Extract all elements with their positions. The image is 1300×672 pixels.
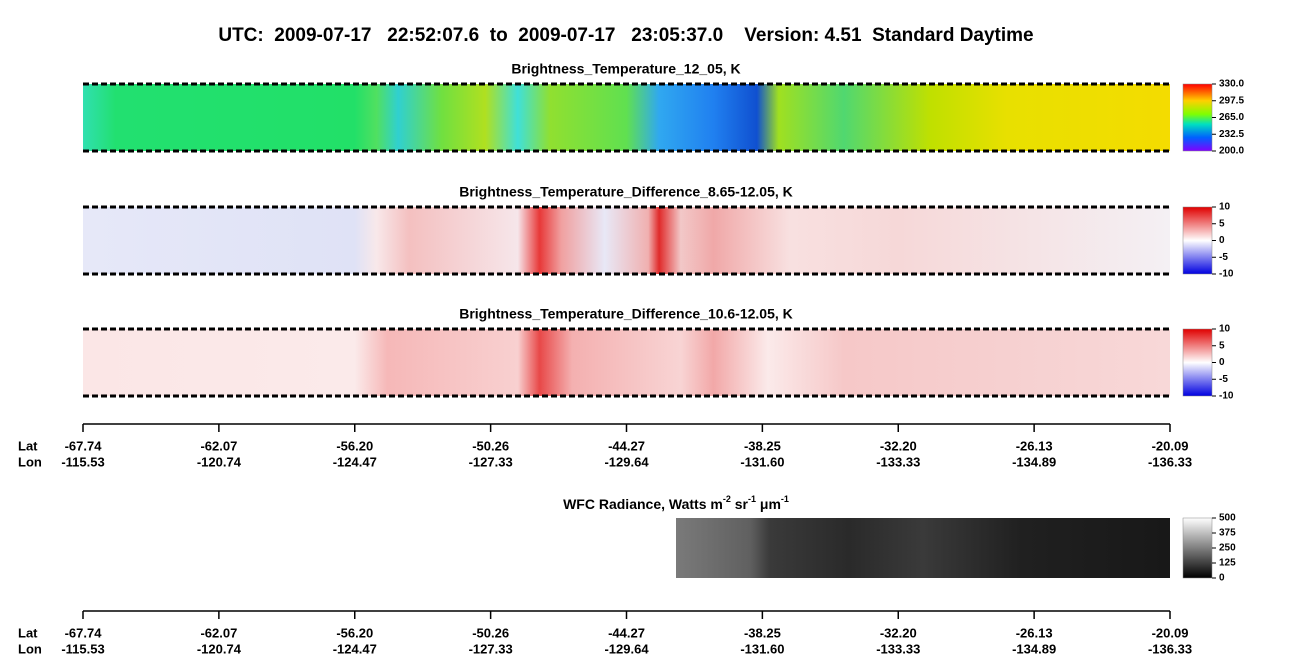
- lat-value: -32.20: [880, 438, 917, 453]
- lat-value: -44.27: [608, 438, 645, 453]
- lon-value: -134.89: [1012, 641, 1056, 656]
- lon-value: -136.33: [1148, 641, 1192, 656]
- lat-value: -26.13: [1016, 438, 1053, 453]
- lat-value: -32.20: [880, 625, 917, 640]
- panel-title: Brightness_Temperature_Difference_8.65-1…: [459, 184, 793, 200]
- colorbar-label: 250: [1219, 543, 1236, 554]
- lon-value: -124.47: [333, 454, 377, 469]
- colorbar-label: 10: [1219, 324, 1231, 335]
- strip-image: [83, 207, 1170, 274]
- lat-value: -20.09: [1152, 438, 1189, 453]
- colorbar-label: 125: [1219, 558, 1236, 569]
- colorbar: [1182, 83, 1213, 152]
- lon-value: -115.53: [61, 454, 104, 469]
- lat-value: -62.07: [200, 438, 237, 453]
- lon-value: -131.60: [740, 454, 784, 469]
- strip-image: [83, 84, 1170, 151]
- radiance-title-text: sr: [731, 496, 749, 512]
- colorbar-label: 0: [1219, 357, 1225, 368]
- lon-value: -129.64: [604, 454, 649, 469]
- lon-value: -131.60: [740, 641, 784, 656]
- lat-value: -26.13: [1016, 625, 1053, 640]
- superscript: -1: [748, 494, 756, 504]
- colorbar-label: 232.5: [1219, 129, 1244, 140]
- lon-label: Lon: [18, 641, 42, 656]
- colorbar-label: 200.0: [1219, 146, 1244, 157]
- superscript: -2: [723, 494, 731, 504]
- lon-value: -133.33: [876, 641, 920, 656]
- colorbar-label: 375: [1219, 528, 1236, 539]
- colorbar-label: -5: [1219, 374, 1228, 385]
- lon-label: Lon: [18, 454, 42, 469]
- colorbar-label: 5: [1219, 218, 1225, 229]
- lon-value: -127.33: [469, 641, 513, 656]
- colorbar-label: 0: [1219, 573, 1225, 584]
- lat-value: -50.26: [472, 625, 509, 640]
- colorbar-label: -10: [1219, 269, 1234, 280]
- panel-title: Brightness_Temperature_12_05, K: [511, 61, 740, 77]
- lat-value: -62.07: [200, 625, 237, 640]
- lat-value: -38.25: [744, 438, 781, 453]
- lat-value: -20.09: [1152, 625, 1189, 640]
- panel-title: Brightness_Temperature_Difference_10.6-1…: [459, 306, 793, 322]
- colorbar-label: -5: [1219, 252, 1228, 263]
- title: UTC: 2009-07-17 22:52:07.6 to 2009-07-17…: [218, 25, 1033, 46]
- lon-value: -133.33: [876, 454, 920, 469]
- radiance-image: [676, 518, 1170, 578]
- colorbar-label: 297.5: [1219, 95, 1244, 106]
- colorbar-label: 265.0: [1219, 112, 1244, 123]
- radiance-title: WFC Radiance, Watts m-2 sr-1 μm-1: [563, 494, 789, 511]
- colorbar-label: 5: [1219, 340, 1225, 351]
- lat-label: Lat: [18, 625, 38, 640]
- radiance-title-text: WFC Radiance, Watts m: [563, 496, 723, 512]
- lon-value: -120.74: [197, 641, 242, 656]
- lon-value: -129.64: [604, 641, 649, 656]
- lat-value: -67.74: [65, 438, 103, 453]
- lon-value: -127.33: [469, 454, 513, 469]
- lon-value: -124.47: [333, 641, 377, 656]
- colorbar-label: 10: [1219, 202, 1231, 213]
- lat-value: -67.74: [65, 625, 103, 640]
- lat-label: Lat: [18, 438, 38, 453]
- colorbar: [1182, 517, 1213, 579]
- colorbar: [1182, 206, 1213, 275]
- radiance-title-text: μm: [756, 496, 781, 512]
- lat-value: -38.25: [744, 625, 781, 640]
- lon-value: -136.33: [1148, 454, 1192, 469]
- colorbar: [1182, 328, 1213, 397]
- lon-value: -115.53: [61, 641, 104, 656]
- lat-value: -56.20: [336, 438, 373, 453]
- colorbar-label: 500: [1219, 513, 1236, 524]
- lat-value: -56.20: [336, 625, 373, 640]
- superscript: -1: [781, 494, 789, 504]
- colorbar-label: -10: [1219, 391, 1234, 402]
- lat-value: -50.26: [472, 438, 509, 453]
- lon-value: -134.89: [1012, 454, 1056, 469]
- colorbar-label: 330.0: [1219, 79, 1244, 90]
- lon-value: -120.74: [197, 454, 242, 469]
- colorbar-label: 0: [1219, 235, 1225, 246]
- lat-value: -44.27: [608, 625, 645, 640]
- strip-image: [83, 329, 1170, 396]
